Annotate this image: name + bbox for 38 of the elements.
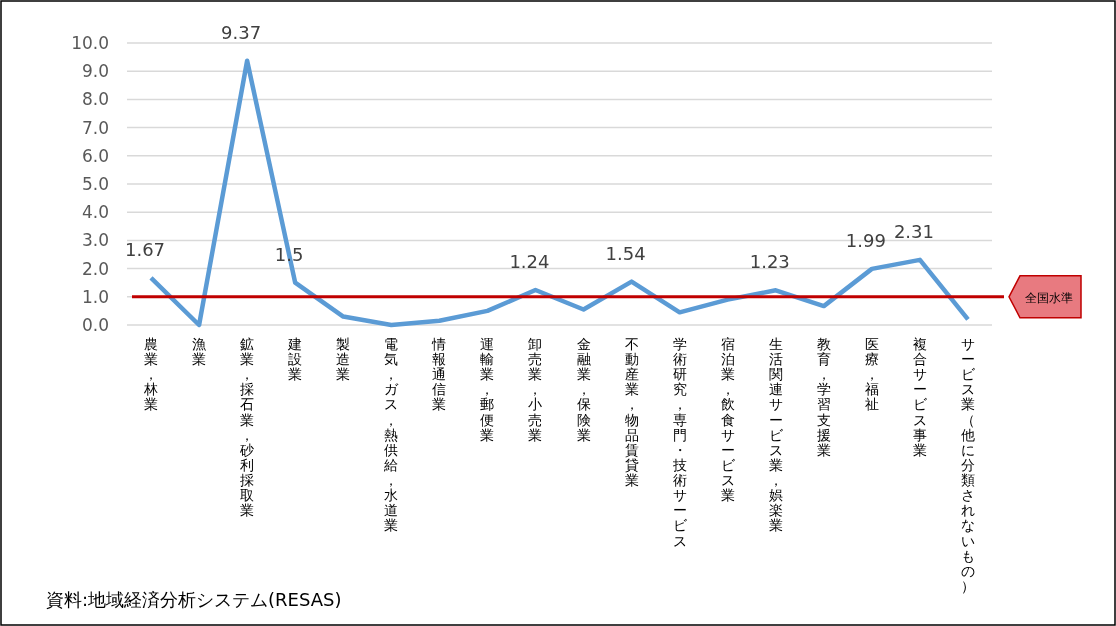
y-tick-label: 1.0: [81, 286, 109, 307]
data-label: 1.99: [845, 229, 886, 251]
category-label: 鉱業，採石業，砂利採取業: [240, 336, 255, 519]
x-tick-label: 複合サービス事業: [912, 336, 928, 458]
category-label: サービス業（他に分類されないもの）: [960, 336, 975, 594]
x-tick-label: 医療，福祉: [864, 336, 879, 413]
y-tick-label: 0.0: [81, 315, 109, 335]
data-label: 1.54: [605, 242, 646, 264]
x-tick-label: 農業，林業: [143, 336, 159, 413]
y-tick-label: 5.0: [81, 174, 109, 194]
data-label: 9.37: [221, 21, 262, 43]
category-label: 宿泊業，飲食サービス業: [720, 336, 735, 504]
y-tick-label: 4.0: [81, 202, 109, 223]
category-label: 学術研究，専門・技術サービス: [672, 336, 687, 549]
x-tick-label: 漁業: [192, 336, 207, 368]
y-tick-label: 6.0: [81, 145, 109, 166]
text: 資料:地域経済分析システム(RESAS): [46, 589, 342, 610]
data-label: 1.24: [509, 251, 550, 273]
x-tick-label: 運輸業，郵便業: [480, 336, 495, 443]
category-label: 不動産業，物品賃貸業: [624, 336, 639, 489]
x-tick-label: 卸売業，小売業: [528, 336, 543, 443]
x-tick-label: 金融業，保険業: [576, 336, 591, 443]
y-tick-label: 8.0: [81, 89, 109, 110]
data-label: 2.31: [893, 220, 934, 242]
y-tick-label: 7.0: [81, 117, 109, 138]
data-label: 1.67: [124, 238, 166, 260]
x-tick-label: 情報通信業: [431, 336, 447, 413]
y-tick-label: 3.0: [81, 230, 109, 251]
x-tick-label: 教育，学習支援業: [816, 336, 831, 458]
x-tick-label: 建設業: [287, 336, 303, 383]
y-tick-label: 2.0: [81, 258, 109, 279]
y-tick-label: 10.0: [71, 33, 109, 53]
category-label: 生活関連サービス業，娯楽業: [768, 336, 783, 534]
ref-line-label: 全国水準: [1025, 290, 1073, 305]
category-label: 電気，ガス，熱供給，水道業: [384, 336, 399, 534]
y-tick-label: 9.0: [81, 61, 109, 82]
x-tick-label: 製造業: [336, 336, 351, 383]
data-label: 1.23: [749, 251, 790, 273]
